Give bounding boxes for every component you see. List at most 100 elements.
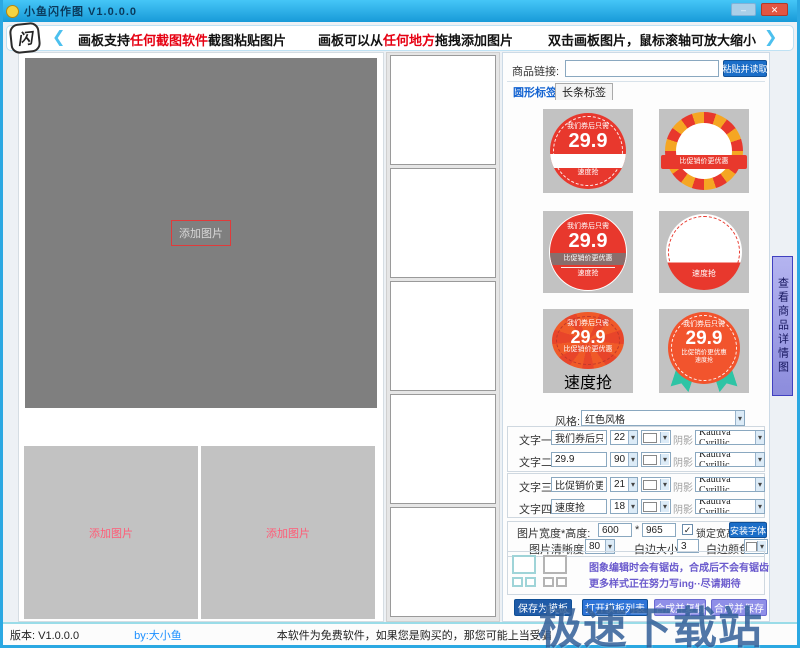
text1-font-select[interactable]: Kautiva Cyrillic: [695, 430, 765, 445]
compose-save-button[interactable]: 合成并保存: [711, 599, 767, 616]
compose-copy-button[interactable]: 合成并复制: [654, 599, 706, 616]
more-styles-note: 更多样式正在努力写ing··尽请期待: [589, 579, 741, 590]
chevron-right-icon[interactable]: ❯: [764, 29, 778, 46]
badge-style-2[interactable]: 比促销价更优惠: [659, 109, 749, 193]
thumbnail-slot[interactable]: [390, 55, 496, 165]
close-button[interactable]: ✕: [761, 3, 788, 16]
shadow-label[interactable]: 阴影: [673, 505, 693, 516]
lock-ratio-checkbox[interactable]: [682, 524, 693, 535]
badge-flower: 我们券后只需 29.9 比促销价更优惠: [552, 312, 624, 369]
add-image-placeholder[interactable]: 添加图片: [171, 220, 231, 246]
sub-canvas-left-dropzone[interactable]: 添加图片: [24, 446, 198, 619]
paste-read-button[interactable]: 粘贴并读取: [723, 60, 768, 77]
badge-style-5[interactable]: 我们券后只需 29.9 比促销价更优惠 速度抢: [543, 309, 633, 393]
text3-input[interactable]: [551, 477, 607, 492]
shadow-label[interactable]: 阴影: [673, 483, 693, 494]
text4-size-select[interactable]: 18: [610, 499, 638, 514]
width-input[interactable]: [598, 523, 632, 537]
size-value: 22: [614, 432, 626, 443]
layout-big-slot: [543, 555, 567, 574]
tip-text: 截图粘贴图片: [208, 33, 287, 48]
thumbnail-slot[interactable]: [390, 394, 496, 504]
margin-color-select[interactable]: [744, 539, 768, 554]
margin-size-input[interactable]: [677, 539, 699, 553]
text2-color-select[interactable]: [641, 452, 671, 467]
text-row-label: 文字三:: [519, 482, 556, 494]
layout-small-slot: [543, 577, 554, 587]
open-template-list-button[interactable]: 打开模板列表: [582, 599, 648, 616]
text4-input[interactable]: [551, 499, 607, 514]
settings-panel: 商品链接: 粘贴并读取 圆形标签 长条标签 我们券后只需 29.9 速度抢 比促…: [502, 52, 770, 622]
tab-strip-label[interactable]: 长条标签: [555, 83, 613, 100]
text3-size-select[interactable]: 21: [610, 477, 638, 492]
product-link-input[interactable]: [565, 60, 719, 77]
window-border-bottom: [0, 645, 800, 648]
badge-style-4[interactable]: 速度抢: [659, 211, 749, 293]
thumbnail-slot[interactable]: [390, 168, 496, 278]
shadow-label[interactable]: 阴影: [673, 436, 693, 447]
text2-size-select[interactable]: 90: [610, 452, 638, 467]
layout-small-slot: [512, 577, 523, 587]
badge-style-1[interactable]: 我们券后只需 29.9 速度抢: [543, 109, 633, 193]
dashed-ring: [556, 316, 620, 365]
text4-color-select[interactable]: [641, 499, 671, 514]
canvas-panel: 添加图片 添加图片 添加图片: [18, 52, 384, 622]
window-border-right: [797, 0, 800, 648]
app-logo-icon: 闪: [8, 21, 42, 55]
margin-size-label: 白边大小:: [634, 544, 682, 556]
tip-drag-image: 画板可以从任何地方拖拽添加图片: [318, 30, 513, 49]
layout-style-1-icon[interactable]: [512, 555, 536, 587]
text2-font-select[interactable]: Kautiva Cyrillic: [695, 452, 765, 467]
dashed-ring: [671, 315, 737, 381]
style-label: 风格:: [555, 416, 581, 428]
text1-input[interactable]: [551, 430, 607, 445]
tab-round-label[interactable]: 圆形标签: [513, 86, 557, 99]
text1-color-select[interactable]: [641, 430, 671, 445]
height-input[interactable]: [642, 523, 676, 537]
quality-value: 80: [589, 541, 601, 552]
times-separator: *: [635, 524, 640, 536]
badge-top-text: 我们券后只需: [567, 223, 609, 230]
add-image-placeholder[interactable]: 添加图片: [266, 527, 310, 540]
badge-ribbon-wrap: 我们券后只需 29.9 比促销价更优惠 速度抢: [659, 309, 749, 393]
badge-style-6[interactable]: 我们券后只需 29.9 比促销价更优惠 速度抢: [659, 309, 749, 393]
badge-red-circle: 我们券后只需 29.9 比促销价更优惠 速度抢: [549, 213, 627, 291]
quality-select[interactable]: 80: [585, 539, 615, 554]
layout-group: [507, 551, 765, 595]
tip-text: 画板支持: [78, 33, 131, 48]
lock-ratio-label[interactable]: 锁定宽高比例: [696, 529, 756, 540]
badge-outline-circle: 速度抢: [666, 214, 742, 290]
text-row-label: 文字四:: [519, 504, 556, 516]
site-watermark: 极速下载站: [538, 604, 763, 648]
sub-canvas-right-dropzone[interactable]: 添加图片: [201, 446, 375, 619]
status-bar: 版本: V1.0.0.0 by:大小鱼 本软件为免费软件，如果您是购买的，那您可…: [0, 622, 800, 645]
app-icon: [6, 4, 19, 18]
text3-color-select[interactable]: [641, 477, 671, 492]
color-swatch: [643, 432, 657, 443]
chevron-left-icon[interactable]: ❮: [52, 29, 66, 46]
install-font-button[interactable]: 安装字体: [729, 522, 767, 538]
layout-big-slot: [512, 555, 536, 574]
thumbnail-slot[interactable]: [390, 507, 496, 617]
main-canvas-dropzone[interactable]: 添加图片: [25, 58, 377, 408]
style-select[interactable]: 红色风格: [581, 410, 745, 426]
color-swatch: [643, 501, 657, 512]
text4-font-select[interactable]: Kautiva Cyrillic: [695, 499, 765, 514]
text2-input[interactable]: [551, 452, 607, 467]
minimize-button[interactable]: –: [731, 3, 756, 16]
author-link[interactable]: by:大小鱼: [134, 629, 182, 642]
badge-style-3[interactable]: 我们券后只需 29.9 比促销价更优惠 速度抢: [543, 211, 633, 293]
font-value: Kautiva Cyrillic: [699, 499, 731, 514]
text1-size-select[interactable]: 22: [610, 430, 638, 445]
color-swatch: [643, 454, 657, 465]
tip-highlight: 任何地方: [383, 33, 436, 48]
thumbnail-slot[interactable]: [390, 281, 496, 391]
save-template-button[interactable]: 保存为模板: [514, 599, 572, 616]
layout-small-slot: [525, 577, 536, 587]
shadow-label[interactable]: 阴影: [673, 458, 693, 469]
add-image-placeholder[interactable]: 添加图片: [89, 527, 133, 540]
view-detail-image-tab[interactable]: 查看商品详情图: [772, 256, 793, 396]
text3-font-select[interactable]: Kautiva Cyrillic: [695, 477, 765, 492]
font-value: Kautiva Cyrillic: [699, 430, 731, 445]
layout-style-2-icon[interactable]: [543, 555, 567, 587]
